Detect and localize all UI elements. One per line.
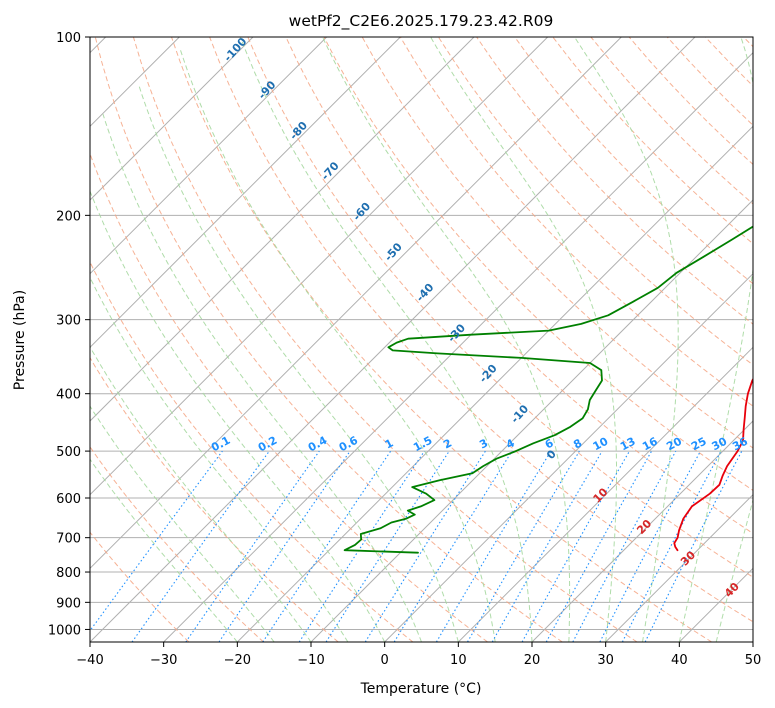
dry-adiabat-line bbox=[437, 37, 753, 366]
y-tick-label: 1000 bbox=[48, 623, 81, 638]
x-tick-label: 0 bbox=[381, 653, 389, 668]
dry-adiabat-line bbox=[94, 37, 563, 642]
dry-adiabat-line bbox=[171, 37, 712, 642]
dry-adiabat-line bbox=[247, 37, 753, 578]
moist-adiabat-line bbox=[137, 83, 459, 642]
moist-adiabat-line bbox=[179, 49, 496, 642]
isotherm-line bbox=[90, 37, 401, 349]
x-tick-label: 50 bbox=[745, 653, 762, 668]
isotherm-line bbox=[90, 37, 475, 422]
dry-adiabat-line bbox=[90, 152, 488, 642]
y-tick-label: 900 bbox=[56, 596, 81, 611]
mixing-ratio-label: 16 bbox=[640, 435, 660, 454]
isotherm-line bbox=[457, 346, 753, 642]
x-tick-label: −30 bbox=[150, 653, 177, 668]
dry-adiabat-line bbox=[285, 37, 753, 535]
dry-adiabat-line bbox=[323, 37, 753, 491]
mixing-ratio-line bbox=[90, 450, 223, 632]
x-tick-label: −10 bbox=[297, 653, 324, 668]
y-tick-label: 400 bbox=[56, 388, 81, 403]
dewpoint-profile-line bbox=[343, 225, 753, 554]
mixing-ratio-label: 13 bbox=[618, 435, 638, 454]
isotherm-line bbox=[90, 37, 549, 496]
x-tick-label: 20 bbox=[524, 653, 541, 668]
moist-adiabat-line bbox=[430, 37, 617, 642]
moist-adiabat-line bbox=[239, 37, 533, 642]
mixing-ratio-line bbox=[131, 450, 270, 642]
mixing-ratio-label: 25 bbox=[689, 435, 709, 454]
x-axis-title: Temperature (°C) bbox=[360, 681, 482, 697]
dry-adiabat-line bbox=[514, 37, 753, 285]
mixing-ratio-line bbox=[325, 450, 450, 642]
mixing-ratio-line bbox=[393, 450, 513, 642]
mixing-ratio-line bbox=[521, 450, 630, 642]
moist-adiabat-line bbox=[573, 37, 679, 642]
mixing-ratio-line bbox=[572, 450, 677, 642]
moist-adiabat-line bbox=[321, 37, 571, 642]
mixing-ratio-label: 30 bbox=[710, 435, 730, 454]
isotherm-line bbox=[163, 51, 753, 642]
dry-adiabats bbox=[90, 37, 753, 642]
plot-frame bbox=[89, 36, 754, 643]
y-tick-label: 500 bbox=[56, 445, 81, 460]
y-tick-label: 600 bbox=[56, 492, 81, 507]
moist-adiabat-line bbox=[90, 405, 275, 642]
moist-adiabat-line bbox=[90, 189, 386, 642]
temperature-profile-line bbox=[673, 377, 753, 552]
profile-lines bbox=[343, 225, 753, 554]
mixing-ratio-line bbox=[185, 450, 320, 642]
y-axis-title: Pressure (hPa) bbox=[12, 290, 28, 390]
isotherm-line bbox=[605, 493, 753, 642]
x-tick-label: −20 bbox=[224, 653, 251, 668]
x-tick-label: 30 bbox=[597, 653, 614, 668]
isotherm-line bbox=[90, 37, 254, 201]
dry-adiabat-line bbox=[90, 356, 339, 642]
x-tick-label: 40 bbox=[671, 653, 688, 668]
x-tick-label: 10 bbox=[450, 653, 467, 668]
chart-title: wetPf2_C2E6.2025.179.23.42.R09 bbox=[289, 12, 554, 31]
y-tick-label: 100 bbox=[56, 31, 81, 46]
mixing-ratio-label: 10 bbox=[591, 434, 611, 453]
dry-adiabat-line bbox=[90, 446, 264, 642]
x-tick-label: −40 bbox=[76, 653, 103, 668]
moist-adiabat-line bbox=[102, 114, 422, 642]
x-axis-ticks: −40 −30 −20 −10 0 10 20 30 40 50 bbox=[76, 642, 761, 668]
isotherm-line bbox=[90, 37, 622, 570]
moist-adiabats bbox=[90, 37, 753, 642]
moist-adiabat-line bbox=[715, 498, 753, 642]
y-axis-ticks: 100 200 300 400 500 600 700 800 900 1000 bbox=[48, 31, 90, 638]
mixing-ratio-label: 36 bbox=[730, 435, 750, 454]
isotherm-line bbox=[90, 37, 328, 275]
isotherm-line bbox=[236, 125, 753, 642]
dry-adiabat-line bbox=[361, 37, 753, 449]
y-tick-label: 200 bbox=[56, 209, 81, 224]
dry-adiabat-line bbox=[209, 37, 753, 623]
isotherm-line bbox=[531, 420, 753, 642]
y-tick-label: 300 bbox=[56, 314, 81, 329]
dry-adiabat-line bbox=[90, 260, 414, 642]
mixing-ratio-label: 20 bbox=[664, 434, 684, 453]
mixing-ratio-line bbox=[262, 450, 392, 642]
y-tick-label: 700 bbox=[56, 532, 81, 547]
isotherm-line bbox=[384, 272, 753, 642]
y-tick-label: 800 bbox=[56, 566, 81, 581]
dry-adiabat-line bbox=[90, 531, 190, 642]
mixing-ratio-line bbox=[545, 450, 653, 642]
mixing-ratio-lines bbox=[90, 450, 743, 642]
mixing-ratio-line bbox=[644, 450, 743, 642]
mixing-ratio-line bbox=[218, 450, 351, 642]
mixing-ratio-line bbox=[298, 450, 425, 642]
dry-adiabat-line bbox=[399, 37, 753, 407]
moist-adiabat-line bbox=[678, 37, 753, 642]
moist-adiabat-line bbox=[90, 458, 238, 642]
dry-adiabat-line bbox=[132, 37, 638, 642]
